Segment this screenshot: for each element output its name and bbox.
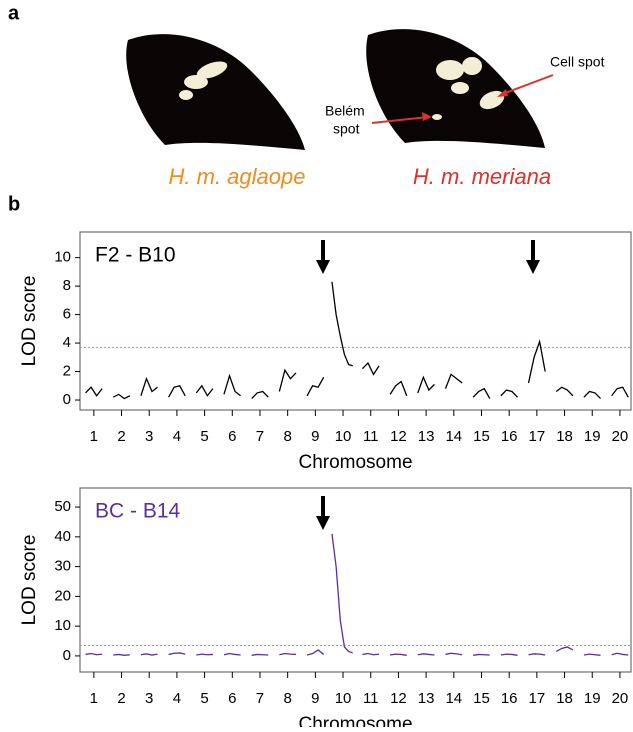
x-tick-label: 11 (363, 690, 379, 707)
x-tick-label: 4 (173, 690, 181, 707)
x-tick-label: 5 (200, 428, 208, 445)
annotation: Belém (325, 103, 365, 119)
annotation: Cell spot (550, 54, 605, 70)
x-tick-label: 16 (501, 690, 518, 707)
arrow-head (526, 260, 540, 274)
x-tick-label: 14 (445, 428, 462, 445)
x-tick-label: 7 (256, 428, 264, 445)
x-tick-label: 17 (529, 690, 546, 707)
x-tick-label: 13 (418, 428, 435, 445)
x-tick-label: 7 (256, 690, 264, 707)
arrow (499, 74, 554, 96)
chart-title: BC - B14 (95, 500, 181, 523)
x-tick-label: 9 (311, 428, 319, 445)
x-tick-label: 19 (584, 428, 601, 445)
x-tick-label: 5 (200, 690, 208, 707)
x-tick-label: 18 (556, 690, 573, 707)
plot-frame (79, 231, 632, 411)
x-tick-label: 6 (228, 428, 236, 445)
x-tick-label: 14 (445, 690, 462, 707)
x-tick-label: 2 (117, 428, 125, 445)
y-tick-label: 40 (54, 528, 71, 545)
arrow-head (316, 260, 330, 274)
x-tick-label: 6 (228, 690, 236, 707)
x-tick-label: 15 (473, 428, 490, 445)
annotation: spot (333, 121, 360, 137)
arrow (371, 116, 429, 124)
x-tick-label: 9 (311, 690, 319, 707)
x-tick-label: 8 (283, 690, 291, 707)
panel-label: b (8, 193, 20, 215)
x-tick-label: 16 (501, 428, 518, 445)
x-tick-label: 19 (584, 690, 601, 707)
x-tick-label: 15 (473, 690, 490, 707)
x-tick-label: 12 (390, 690, 407, 707)
y-axis-label: LOD score (19, 535, 40, 626)
y-tick-label: 20 (54, 587, 71, 604)
chart-title: F2 - B10 (95, 244, 176, 267)
x-tick-label: 11 (363, 428, 379, 445)
spot (436, 60, 464, 80)
arrow-head (497, 89, 508, 97)
x-tick-label: 10 (335, 428, 352, 445)
spot (196, 61, 228, 79)
x-tick-label: 12 (390, 428, 407, 445)
belem-spot (432, 114, 442, 120)
panel-label: a (8, 2, 20, 24)
y-tick-label: 0 (63, 391, 71, 408)
arrow-head (316, 516, 330, 530)
x-tick-label: 20 (612, 428, 629, 445)
x-tick-label: 17 (529, 428, 546, 445)
x-tick-label: 1 (90, 428, 98, 445)
spot (179, 90, 193, 100)
spot (184, 75, 208, 89)
y-tick-label: 10 (54, 617, 71, 634)
x-axis-label: Chromosome (298, 452, 412, 473)
y-tick-label: 6 (63, 306, 71, 323)
x-tick-label: 10 (335, 690, 352, 707)
lod-curve (85, 533, 629, 656)
x-tick-label: 3 (145, 428, 153, 445)
y-tick-label: 0 (63, 647, 71, 664)
wing (126, 34, 305, 150)
x-tick-label: 4 (173, 428, 181, 445)
lod-curve (85, 281, 629, 400)
y-tick-label: 10 (54, 249, 71, 266)
x-tick-label: 3 (145, 690, 153, 707)
spot (462, 57, 482, 75)
y-axis-label: LOD score (19, 276, 40, 367)
x-tick-label: 18 (556, 428, 573, 445)
x-tick-label: 13 (418, 690, 435, 707)
y-tick-label: 4 (63, 334, 71, 351)
wing-label: H. m. meriana (413, 164, 551, 189)
wing-aglaope (126, 34, 305, 150)
y-tick-label: 8 (63, 277, 71, 294)
spot (451, 82, 469, 94)
x-tick-label: 8 (283, 428, 291, 445)
y-tick-label: 30 (54, 558, 71, 575)
x-tick-label: 2 (117, 690, 125, 707)
x-tick-label: 1 (90, 690, 98, 707)
x-axis-label: Chromosome (298, 714, 412, 727)
x-tick-label: 20 (612, 690, 629, 707)
y-tick-label: 2 (63, 363, 71, 380)
plot-frame (79, 487, 632, 673)
cell-spot (479, 90, 505, 110)
arrow-head (422, 112, 432, 121)
y-tick-label: 50 (54, 498, 71, 515)
wing-label: H. m. aglaope (169, 164, 306, 189)
